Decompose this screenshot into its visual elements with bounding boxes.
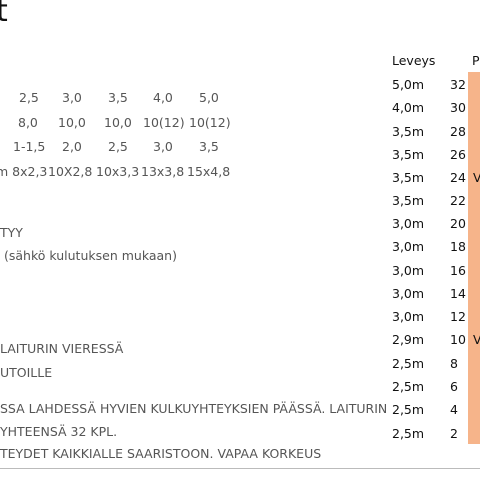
grid-cell: 10(12) — [189, 115, 231, 130]
table-cell-place: 4 — [450, 402, 458, 417]
column-header-width: Leveys — [392, 53, 436, 68]
table-cell-place: 10 — [450, 332, 466, 347]
grid-cell: 3,0 — [62, 90, 82, 105]
table-cell-width: 2,5m — [392, 379, 425, 394]
grid-cell: 13x3,8 — [141, 164, 185, 179]
table-cell-width: 3,5m — [392, 147, 425, 162]
table-cell-place: 6 — [450, 379, 458, 394]
info-line: SSA LAHDESSÄ HYVIEN KULKUYHTEYKSIEN PÄÄS… — [0, 401, 388, 416]
table-cell-width: 3,0m — [392, 309, 425, 324]
table-cell-place: 14 — [450, 286, 466, 301]
info-line: TYY — [0, 225, 23, 240]
table-cell-place: 26 — [450, 147, 466, 162]
table-cell-place: 24 — [450, 170, 466, 185]
page-heading: t — [0, 0, 8, 29]
table-cell-tag: V — [473, 170, 480, 185]
grid-cell: 1-1,5 — [13, 139, 46, 154]
grid-cell: 8,0 — [18, 115, 38, 130]
table-cell-place: 18 — [450, 239, 466, 254]
table-cell-place: 30 — [450, 100, 466, 115]
table-cell-place: 32 — [450, 77, 466, 92]
table-cell-place: 28 — [450, 124, 466, 139]
grid-cell: 4,0 — [153, 90, 173, 105]
grid-cell: 10X2,8 — [48, 164, 93, 179]
bottom-divider — [0, 468, 480, 469]
table-cell-tag: V — [473, 332, 480, 347]
info-line: TEYDET KAIKKIALLE SAARISTOON. VAPAA KORK… — [0, 446, 322, 461]
table-cell-width: 3,0m — [392, 263, 425, 278]
table-cell-width: 3,5m — [392, 170, 425, 185]
column-header-place: P — [472, 53, 480, 68]
table-cell-width: 2,5m — [392, 426, 425, 441]
grid-cell: 3,5 — [108, 90, 128, 105]
table-cell-place: 16 — [450, 263, 466, 278]
table-cell-width: 3,5m — [392, 193, 425, 208]
table-cell-place: 8 — [450, 356, 458, 371]
grid-cell: 2,5 — [108, 139, 128, 154]
table-cell-place: 2 — [450, 426, 458, 441]
table-cell-place: 12 — [450, 309, 466, 324]
grid-cell: m 8x2,3 — [0, 164, 48, 179]
grid-cell: 3,5 — [199, 139, 219, 154]
table-cell-width: 3,0m — [392, 286, 425, 301]
info-line: YHTEENSÄ 32 KPL. — [0, 424, 118, 439]
berth-table: Leveys P 5,0m 32 4,0m 30 3,5m 28 3,5m 26… — [384, 0, 480, 480]
table-cell-place: 22 — [450, 193, 466, 208]
table-cell-width: 5,0m — [392, 77, 425, 92]
info-line: UTOILLE — [0, 365, 53, 380]
grid-cell: 10(12) — [143, 115, 185, 130]
grid-cell: 10,0 — [58, 115, 86, 130]
grid-cell: 5,0 — [199, 90, 219, 105]
table-cell-width: 3,5m — [392, 124, 425, 139]
grid-cell: 2,5 — [19, 90, 39, 105]
grid-cell: 2,0 — [62, 139, 82, 154]
highlight-bar — [468, 72, 480, 444]
table-cell-width: 3,0m — [392, 216, 425, 231]
table-cell-width: 3,0m — [392, 239, 425, 254]
info-line: (sähkö kulutuksen mukaan) — [4, 248, 177, 263]
table-cell-width: 2,5m — [392, 356, 425, 371]
info-line: LAITURIN VIERESSÄ — [0, 341, 124, 356]
table-cell-width: 2,9m — [392, 332, 425, 347]
table-cell-width: 4,0m — [392, 100, 425, 115]
grid-cell: 3,0 — [153, 139, 173, 154]
table-cell-place: 20 — [450, 216, 466, 231]
grid-cell: 10x3,3 — [96, 164, 140, 179]
table-cell-width: 2,5m — [392, 402, 425, 417]
grid-cell: 15x4,8 — [187, 164, 231, 179]
grid-cell: 10,0 — [104, 115, 132, 130]
